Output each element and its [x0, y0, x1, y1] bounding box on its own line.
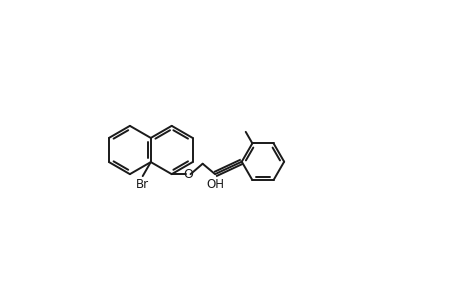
Text: OH: OH	[206, 178, 224, 191]
Text: Br: Br	[136, 178, 149, 191]
Text: O: O	[183, 168, 192, 181]
